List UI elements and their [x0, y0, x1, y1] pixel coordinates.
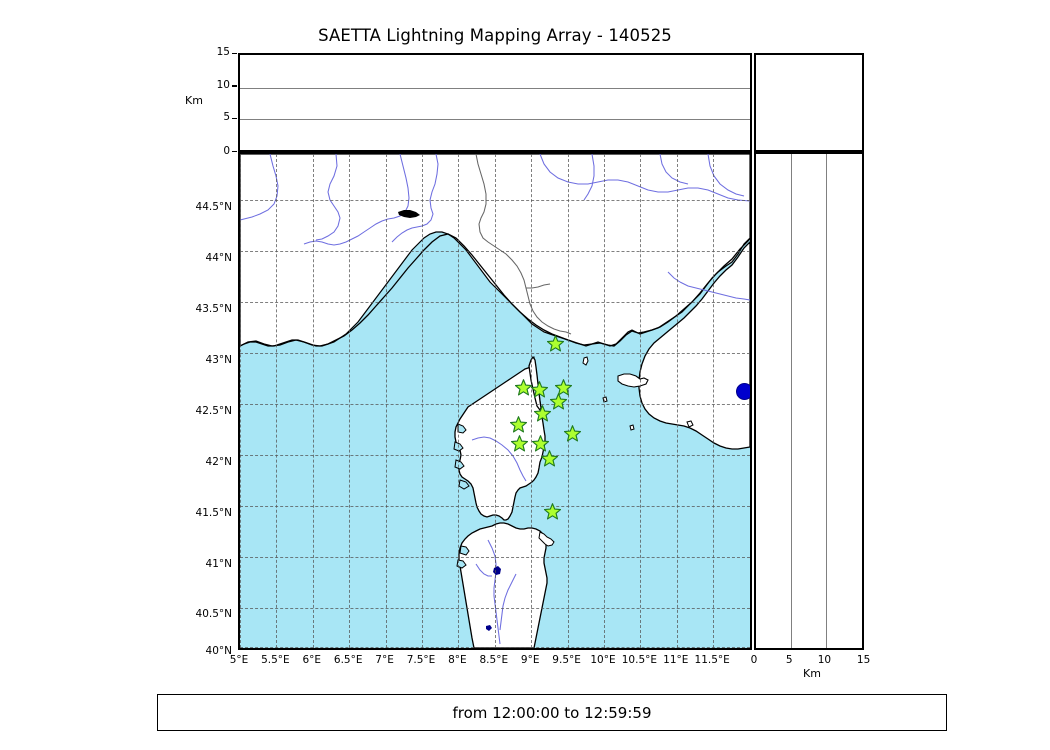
map-xtick-10: 10°E — [590, 654, 616, 666]
tickmark — [232, 52, 237, 54]
right-panel-gridline-5 — [791, 154, 793, 648]
map-xtick-9: 9°E — [520, 654, 540, 666]
top-panel-ytick-10: 10 — [216, 78, 230, 91]
gridline-lon-9 — [531, 154, 533, 648]
map-ytick-40.5: 40.5°N — [195, 608, 232, 620]
map-xtick-5: 5°E — [229, 654, 249, 666]
gridline-lon-6.5 — [349, 154, 351, 648]
map-ytick-40: 40°N — [205, 645, 232, 657]
time-range-status-bar[interactable]: from 12:00:00 to 12:59:59 — [157, 694, 947, 731]
map-xtick-8.5: 8.5°E — [479, 654, 509, 666]
corner-panel[interactable] — [754, 53, 864, 152]
time-range-text: from 12:00:00 to 12:59:59 — [452, 703, 652, 722]
map-xtick-6.5: 6.5°E — [333, 654, 363, 666]
station-star-marker[interactable] — [511, 434, 529, 452]
gridline-lon-11.5 — [713, 154, 715, 648]
station-star-marker[interactable] — [564, 425, 582, 442]
station-star-marker[interactable] — [547, 334, 565, 352]
top-panel-ytick-0: 0 — [223, 145, 230, 157]
map-xtick-6: 6°E — [302, 654, 322, 666]
right-panel-xtick-10: 10 — [817, 654, 832, 666]
gridline-lon-10.5 — [640, 154, 642, 648]
map-xtick-11: 11°E — [663, 654, 689, 666]
right-panel-xtick-5: 5 — [785, 654, 793, 666]
station-star-marker[interactable] — [531, 380, 549, 398]
gridline-lon-8 — [458, 154, 460, 648]
map-xtick-11.5: 11.5°E — [694, 654, 730, 666]
station-star-marker[interactable] — [543, 502, 561, 520]
map-xtick-9.5: 9.5°E — [552, 654, 581, 666]
map-ytick-41: 41°N — [205, 557, 232, 570]
map-ytick-44.5: 44.5°N — [195, 201, 232, 213]
right-panel-gridline-10 — [826, 154, 828, 648]
top-panel-ytick-5: 5 — [223, 111, 230, 124]
station-star-marker[interactable] — [532, 434, 550, 452]
station-star-marker[interactable] — [555, 378, 573, 396]
map-ytick-41.5: 41.5°N — [195, 506, 232, 519]
source-blue-dot-marker[interactable] — [735, 382, 750, 400]
map-xtick-5.5: 5.5°E — [261, 654, 290, 666]
map-ytick-42: 42°N — [205, 455, 232, 468]
gridline-lon-10 — [604, 154, 605, 648]
station-star-marker[interactable] — [550, 392, 568, 410]
right-elevation-panel[interactable] — [754, 152, 864, 650]
top-elevation-panel[interactable] — [238, 53, 752, 152]
tickmark — [232, 85, 237, 87]
gridline-lon-7 — [385, 154, 387, 648]
map-ytick-44: 44°N — [205, 252, 232, 264]
map-xtick-10.5: 10.5°E — [621, 654, 658, 666]
map-xtick-7.5: 7.5°E — [406, 654, 436, 666]
station-star-marker[interactable] — [510, 416, 528, 433]
gridline-lon-9.5 — [567, 154, 569, 648]
map-xtick-7: 7°E — [375, 654, 394, 666]
map-panel[interactable] — [238, 152, 752, 650]
station-star-marker[interactable] — [515, 378, 533, 396]
map-xtick-8: 8°E — [448, 654, 467, 666]
gridline-lon-5 — [240, 154, 241, 648]
right-panel-xtick-15: 15 — [856, 654, 871, 666]
map-canvas — [240, 154, 750, 648]
gridline-lon-7.5 — [422, 154, 423, 648]
top-panel-ytick-15: 15 — [216, 46, 230, 58]
station-star-marker[interactable] — [534, 405, 552, 422]
page-title: SAETTA Lightning Mapping Array - 140525 — [318, 26, 672, 45]
right-panel-xtick-0: 0 — [750, 654, 758, 666]
gridline-lon-11 — [676, 154, 678, 648]
station-star-marker[interactable] — [540, 449, 558, 467]
gridline-lon-6 — [312, 154, 314, 648]
tickmark — [232, 150, 237, 152]
map-ytick-43.5: 43.5°N — [195, 303, 232, 315]
map-ytick-43: 43°N — [205, 353, 232, 366]
top-panel-gridline-10 — [240, 87, 750, 89]
gridline-lon-8.5 — [494, 154, 496, 648]
gridline-lon-5.5 — [276, 154, 278, 648]
right-panel-axis-label-km: Km — [803, 667, 821, 680]
tickmark — [232, 117, 237, 120]
top-panel-axis-label-km: Km — [185, 94, 203, 107]
map-ytick-42.5: 42.5°N — [195, 404, 232, 417]
top-panel-gridline-5 — [240, 119, 750, 121]
